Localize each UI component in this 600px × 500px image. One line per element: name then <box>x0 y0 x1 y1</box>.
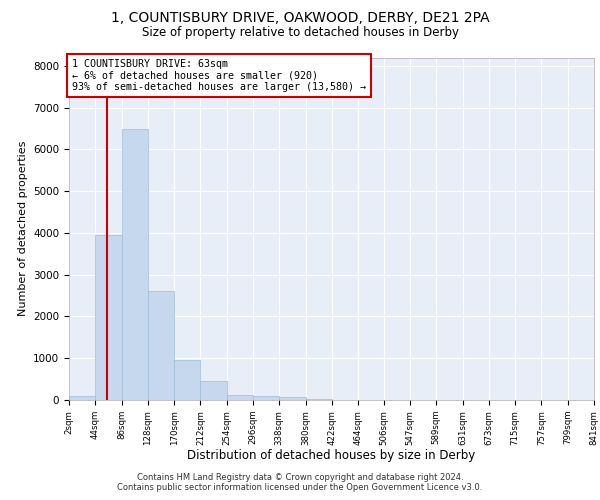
Bar <box>174 360 200 400</box>
Text: Contains HM Land Registry data © Crown copyright and database right 2024.
Contai: Contains HM Land Registry data © Crown c… <box>118 473 482 492</box>
Bar <box>227 394 253 400</box>
Bar <box>148 292 174 400</box>
Bar <box>69 396 95 400</box>
Y-axis label: Number of detached properties: Number of detached properties <box>17 141 28 316</box>
Text: Size of property relative to detached houses in Derby: Size of property relative to detached ho… <box>142 26 458 39</box>
X-axis label: Distribution of detached houses by size in Derby: Distribution of detached houses by size … <box>187 449 476 462</box>
Text: 1, COUNTISBURY DRIVE, OAKWOOD, DERBY, DE21 2PA: 1, COUNTISBURY DRIVE, OAKWOOD, DERBY, DE… <box>110 11 490 25</box>
Text: 1 COUNTISBURY DRIVE: 63sqm
← 6% of detached houses are smaller (920)
93% of semi: 1 COUNTISBURY DRIVE: 63sqm ← 6% of detac… <box>71 59 365 92</box>
Bar <box>253 396 279 400</box>
Bar <box>200 381 227 400</box>
Bar <box>279 398 305 400</box>
Bar <box>122 128 148 400</box>
Bar <box>95 235 122 400</box>
Bar <box>305 398 332 400</box>
